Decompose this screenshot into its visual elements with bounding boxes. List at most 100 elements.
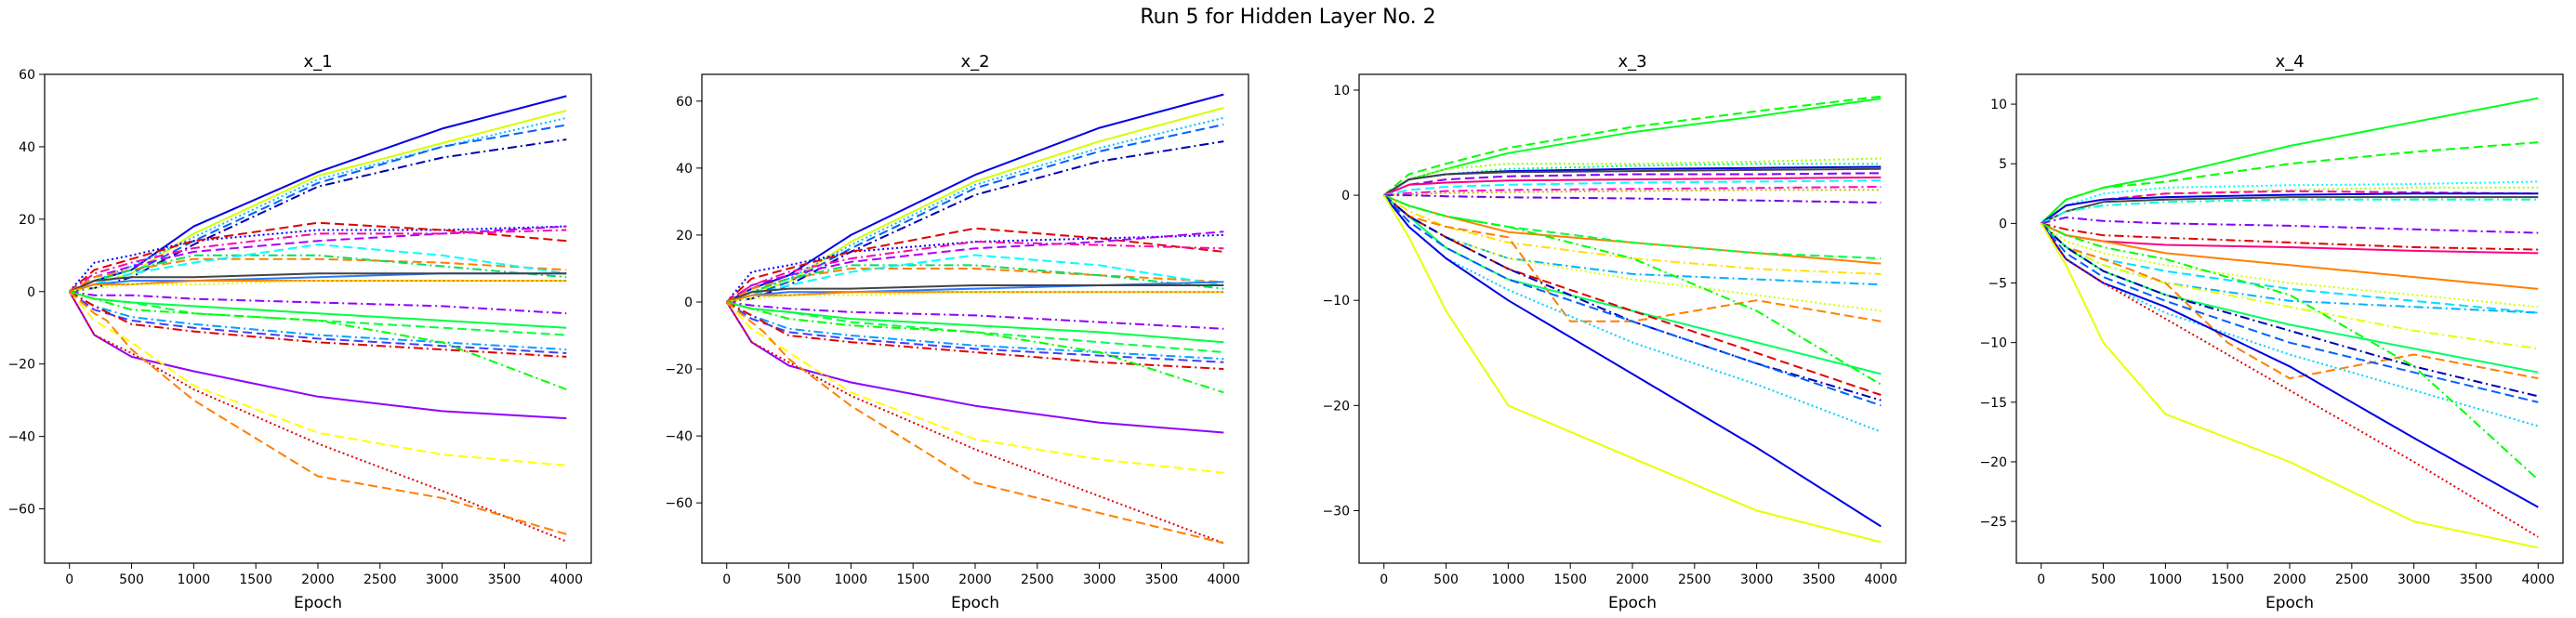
y-tick-label: 0 <box>1341 189 1350 204</box>
y-tick-label: −20 <box>665 362 693 377</box>
x-tick-label: 2500 <box>363 572 397 587</box>
chart-panel-1: 0 500 1000 1500 2000 2500 3000 3500 4000 −60 −40 −2… <box>7 52 592 612</box>
series-line-20 <box>726 301 1224 361</box>
x-axis-label: Epoch <box>2266 594 2314 612</box>
series-line-26 <box>725 301 1224 545</box>
series-line-20 <box>1383 194 1882 386</box>
series-line-17 <box>726 301 1224 330</box>
series-line-20 <box>2040 222 2539 403</box>
series-line-10 <box>2041 222 2539 251</box>
series-line-12 <box>69 243 567 293</box>
series-line-6 <box>1383 167 1882 196</box>
x-tick-label: 3000 <box>1740 572 1774 587</box>
x-tick-label: 500 <box>2091 572 2116 587</box>
series-line-22 <box>726 301 1224 370</box>
axes-frame <box>701 73 1249 564</box>
y-tick-label: 20 <box>676 229 693 243</box>
series-line-23 <box>69 290 567 390</box>
y-tick-label: 40 <box>19 140 35 155</box>
series-line-24 <box>2040 222 2539 538</box>
y-tick-label: −10 <box>1979 336 2007 351</box>
x-tick-label: 1500 <box>896 572 930 587</box>
series-line-22 <box>1383 194 1882 401</box>
y-tick-label: −30 <box>1322 504 1350 519</box>
y-tick-label: −20 <box>1979 455 2007 470</box>
chart-panel-2: 0 500 1000 1500 2000 2500 3000 3500 4000 −60 −40 −2… <box>665 52 1249 612</box>
x-tick-label: 3500 <box>1145 572 1179 587</box>
x-tick-label: 2000 <box>1616 572 1649 587</box>
series-line-24 <box>68 291 567 420</box>
x-tick-label: 3000 <box>1083 572 1116 587</box>
x-tick-label: 3000 <box>2398 572 2431 587</box>
series-line-19 <box>69 290 567 336</box>
y-tick-label: 0 <box>27 285 35 300</box>
series-group <box>68 95 567 543</box>
x-tick-label: 1000 <box>2149 572 2183 587</box>
y-tick-label: 60 <box>676 95 693 110</box>
series-line-15 <box>726 291 1224 303</box>
y-tick-label: −20 <box>1322 399 1350 414</box>
series-line-5 <box>726 140 1224 303</box>
x-tick-label: 2000 <box>301 572 335 587</box>
series-line-1 <box>69 95 567 293</box>
y-tick-label: 20 <box>19 213 35 228</box>
series-line-18 <box>1383 194 1882 322</box>
series-line-2 <box>2041 141 2539 225</box>
series-line-7 <box>726 227 1224 303</box>
y-tick-label: −5 <box>1988 277 2007 292</box>
x-tick-label: 4000 <box>1207 572 1240 587</box>
chart-title: x_4 <box>2275 52 2304 72</box>
y-tick-label: 5 <box>1999 157 2007 172</box>
series-line-20 <box>69 290 567 351</box>
series-line-1 <box>1383 95 1882 196</box>
x-axis-label: Epoch <box>951 594 999 612</box>
y-tick-label: −40 <box>665 429 693 444</box>
series-line-10 <box>69 257 567 293</box>
series-line-19 <box>1383 194 1882 375</box>
x-tick-label: 3500 <box>488 572 522 587</box>
x-tick-label: 0 <box>2037 572 2045 587</box>
chart-panel-3: 0 500 1000 1500 2000 2500 3000 3500 4000 −30 −20 −1… <box>1322 52 1907 612</box>
series-line-14 <box>69 272 567 293</box>
series-line-9 <box>726 241 1224 303</box>
x-axis-label: Epoch <box>1608 594 1657 612</box>
x-tick-label: 1500 <box>2211 572 2244 587</box>
series-line-14 <box>1383 194 1882 259</box>
series-line-6 <box>68 225 567 293</box>
x-tick-label: 4000 <box>2521 572 2555 587</box>
x-tick-label: 2000 <box>958 572 992 587</box>
series-line-7 <box>69 221 567 293</box>
y-tick-label: −20 <box>7 358 35 373</box>
series-line-10 <box>1383 186 1882 197</box>
series-line-8 <box>2041 198 2539 225</box>
series-line-22 <box>69 290 567 358</box>
series-line-8 <box>1383 176 1882 197</box>
figure-title: Run 5 for Hidden Layer No. 2 <box>1140 6 1436 29</box>
y-tick-label: −60 <box>665 496 693 511</box>
y-tick-label: 0 <box>1999 217 2007 231</box>
x-tick-label: 2500 <box>1678 572 1711 587</box>
series-line-11 <box>1383 189 1882 197</box>
x-axis-label: Epoch <box>294 594 342 612</box>
series-line-12 <box>2041 222 2539 290</box>
series-line-25 <box>2040 222 2539 549</box>
series-line-15 <box>1383 194 1882 275</box>
y-tick-label: −40 <box>7 430 35 445</box>
series-line-21 <box>1383 194 1882 396</box>
y-tick-label: 40 <box>676 162 693 177</box>
series-group <box>1382 95 1882 544</box>
x-tick-label: 1000 <box>1492 572 1526 587</box>
series-line-27 <box>726 301 1224 545</box>
series-line-6 <box>2041 192 2539 225</box>
x-tick-label: 0 <box>1380 572 1388 587</box>
x-tick-label: 500 <box>119 572 144 587</box>
y-tick-label: −10 <box>1322 294 1350 309</box>
series-line-26 <box>68 291 567 543</box>
series-line-16 <box>69 280 567 293</box>
y-tick-label: −60 <box>7 503 35 518</box>
series-line-25 <box>725 301 1224 474</box>
series-group <box>2040 97 2539 549</box>
series-line-27 <box>69 291 567 535</box>
series-line-25 <box>1382 194 1882 528</box>
